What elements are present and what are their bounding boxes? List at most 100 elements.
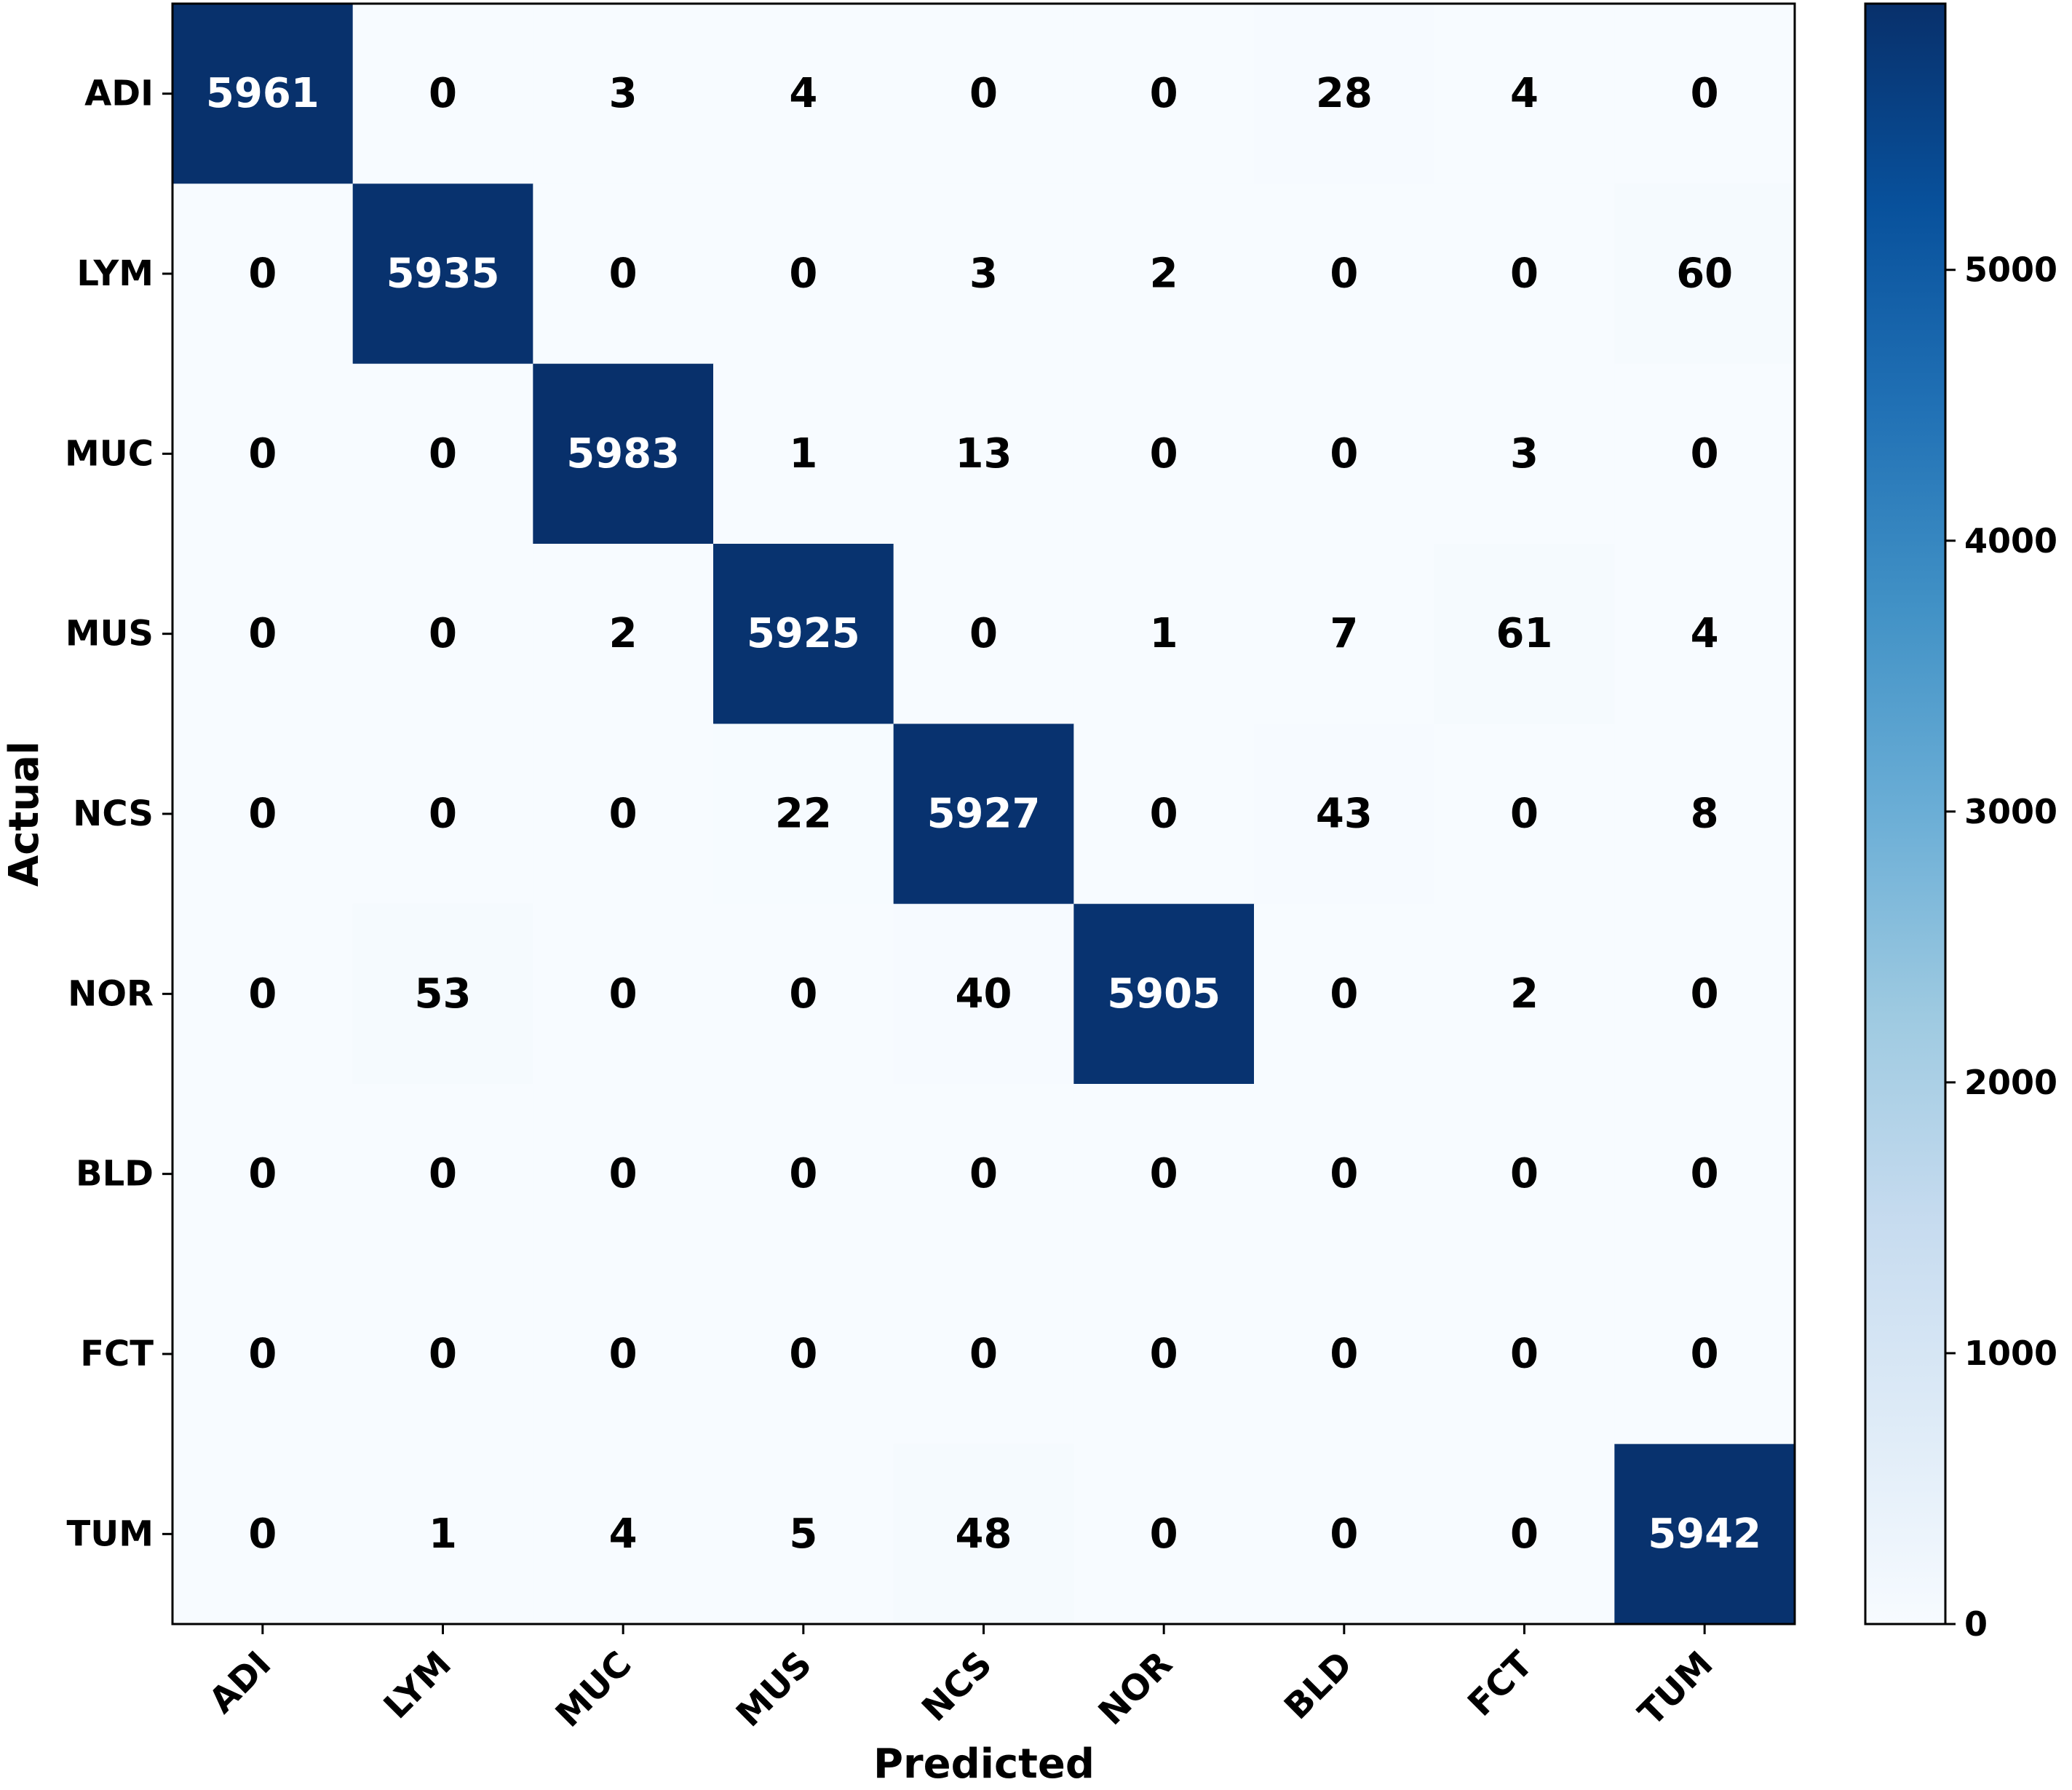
cell-value-label: 0: [1330, 430, 1358, 478]
cell-value-label: 0: [609, 1150, 638, 1197]
heatmap-cell: [893, 4, 1074, 184]
y-tick-label: BLD: [76, 1154, 154, 1195]
heatmap-cell: [1434, 4, 1615, 184]
colorbar-tick-label: 0: [1964, 1604, 1988, 1644]
heatmap-cell: [1434, 903, 1615, 1085]
cell-value-label: 5961: [206, 70, 319, 117]
heatmap-cell: [713, 183, 894, 365]
y-tick-label: MUS: [66, 614, 154, 654]
colorbar-tick-label: 2000: [1964, 1063, 2057, 1102]
cell-value-label: 2: [1150, 250, 1178, 298]
heatmap-cell: [893, 724, 1074, 905]
y-tick-label: LYM: [76, 253, 154, 294]
heatmap-cell: [893, 1444, 1074, 1625]
heatmap-cell: [172, 903, 354, 1085]
x-tick-label: NCS: [914, 1644, 1000, 1730]
heatmap-cell: [172, 4, 354, 184]
heatmap-cell: [533, 724, 714, 905]
heatmap-cell: [1073, 544, 1255, 724]
heatmap-cell: [713, 1084, 894, 1264]
cell-value-label: 8: [1691, 791, 1719, 838]
cell-value-label: 0: [969, 70, 998, 117]
heatmap-cell: [713, 1264, 894, 1445]
cell-value-label: 3: [609, 70, 638, 117]
heatmap-cell: [1254, 4, 1435, 184]
colorbar-tick-label: 4000: [1964, 521, 2057, 561]
heatmap-cell: [352, 183, 533, 365]
heatmap-cell: [713, 4, 894, 184]
colorbar: 0 1000 2000 3000 4000 5000: [1864, 2, 2057, 1644]
heatmap-cell: [893, 544, 1074, 724]
heatmap-cell: [1434, 724, 1615, 905]
heatmap-cell: [352, 363, 533, 544]
cell-value-label: 5925: [747, 610, 860, 657]
cell-value-label: 0: [429, 791, 457, 838]
heatmap-cell: [1254, 1084, 1435, 1264]
heatmap-cell: [352, 1264, 533, 1445]
x-axis-title: Predicted: [873, 1741, 1095, 1788]
cell-value-label: 0: [1510, 250, 1539, 298]
heatmap-cells: [172, 4, 1795, 1625]
heatmap-cell: [172, 363, 354, 544]
y-axis-title: Actual: [1, 741, 48, 887]
cell-value-label: 0: [1510, 1150, 1539, 1197]
y-tick-label: NCS: [73, 793, 154, 834]
heatmap-cell: [1434, 183, 1615, 365]
cell-value-label: 4: [1691, 610, 1719, 657]
cell-value-label: 0: [969, 610, 998, 657]
heatmap-cell: [352, 903, 533, 1085]
heatmap-cell: [172, 544, 354, 724]
cell-value-label: 43: [1316, 791, 1373, 838]
cell-value-label: 0: [1691, 430, 1719, 478]
cell-value-label: 48: [956, 1510, 1012, 1558]
cell-value-label: 1: [789, 430, 817, 478]
heatmap-cell: [172, 724, 354, 905]
y-tick-label: FCT: [80, 1334, 154, 1374]
cell-value-label: 0: [1691, 1331, 1719, 1378]
colorbar-ticks: 0 1000 2000 3000 4000 5000: [1945, 250, 2057, 1644]
cell-value-label: 0: [1330, 1150, 1358, 1197]
cell-value-label: 0: [1691, 1150, 1719, 1197]
cell-value-label: 1: [429, 1510, 457, 1558]
cell-value-label: 0: [1691, 70, 1719, 117]
x-tick-label: FCT: [1460, 1644, 1541, 1724]
cell-value-label: 0: [248, 610, 277, 657]
y-tick-label: TUM: [67, 1513, 154, 1554]
cell-value-label: 0: [609, 250, 638, 298]
x-tick-label: ADI: [202, 1644, 279, 1722]
heatmap-cell: [1254, 1444, 1435, 1625]
heatmap-cell: [713, 363, 894, 544]
cell-value-label: 3: [1510, 430, 1539, 478]
heatmap-cell: [1254, 363, 1435, 544]
cell-value-label: 0: [1150, 70, 1178, 117]
cell-value-label: 1: [1150, 610, 1178, 657]
cell-value-label: 0: [248, 1150, 277, 1197]
heatmap-cell: [1434, 1264, 1615, 1445]
heatmap-cell: [1434, 544, 1615, 724]
heatmap-cell: [172, 1084, 354, 1264]
heatmap-cell: [1073, 903, 1255, 1085]
heatmap-cell: [1254, 183, 1435, 365]
heatmap-cell: [713, 903, 894, 1085]
heatmap-cell: [1434, 1084, 1615, 1264]
heatmap-cell: [172, 1444, 354, 1625]
cell-value-label: 0: [429, 70, 457, 117]
cell-value-label: 0: [1330, 970, 1358, 1018]
heatmap-cell: [1614, 183, 1795, 365]
heatmap-cell: [352, 4, 533, 184]
heatmap-cell: [1073, 363, 1255, 544]
cell-value-label: 0: [969, 1150, 998, 1197]
x-tick-label: NOR: [1091, 1644, 1180, 1733]
cell-value-label: 5905: [1107, 970, 1220, 1018]
cell-value-label: 40: [956, 970, 1012, 1018]
cell-value-label: 0: [609, 791, 638, 838]
heatmap-cell: [1614, 1084, 1795, 1264]
heatmap-cell: [1073, 1264, 1255, 1445]
cell-value-label: 0: [1150, 1150, 1178, 1197]
cell-value-label: 0: [1330, 1331, 1358, 1378]
heatmap-cell: [1614, 903, 1795, 1085]
cell-value-label: 4: [789, 70, 817, 117]
heatmap-cell: [1614, 724, 1795, 905]
cell-value-label: 0: [789, 1331, 817, 1378]
cell-value-label: 22: [775, 791, 832, 838]
